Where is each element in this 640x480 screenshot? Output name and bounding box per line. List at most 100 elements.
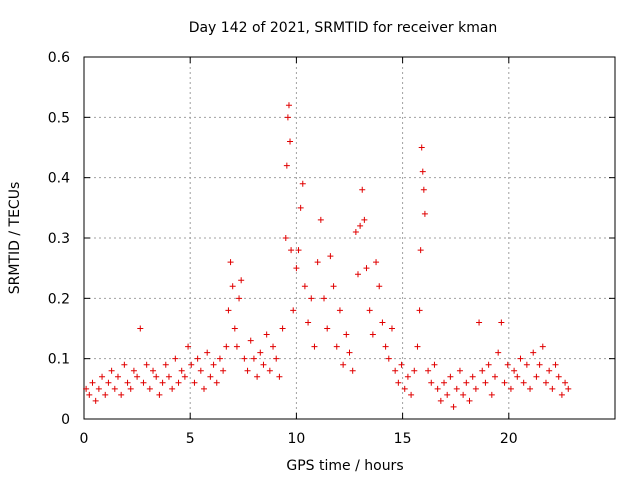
data-point <box>220 367 227 374</box>
data-point <box>191 379 198 386</box>
grid-lines <box>84 57 615 419</box>
data-point <box>181 373 188 380</box>
data-point <box>213 379 220 386</box>
data-point <box>552 361 559 368</box>
data-point <box>414 343 421 350</box>
data-point <box>273 355 280 362</box>
data-point <box>411 367 418 374</box>
data-point <box>398 361 405 368</box>
data-point <box>92 397 99 404</box>
data-point <box>178 367 185 374</box>
data-point <box>428 379 435 386</box>
data-point <box>453 385 460 392</box>
data-point <box>137 325 144 332</box>
data-point <box>105 379 112 386</box>
data-point <box>357 222 364 229</box>
data-point <box>225 307 232 314</box>
data-point <box>562 379 569 386</box>
data-point <box>420 186 427 193</box>
data-point <box>327 253 334 260</box>
data-point <box>366 307 373 314</box>
x-tick-label: 10 <box>287 431 305 447</box>
data-point <box>340 361 347 368</box>
data-point <box>185 343 192 350</box>
data-point <box>444 391 451 398</box>
data-point <box>111 385 118 392</box>
data-point <box>188 361 195 368</box>
data-point <box>346 349 353 356</box>
data-point <box>447 373 454 380</box>
data-point <box>463 379 470 386</box>
data-point <box>140 379 147 386</box>
data-point <box>527 385 534 392</box>
y-tick-label: 0.4 <box>48 171 70 187</box>
data-point <box>204 349 211 356</box>
data-point <box>114 373 121 380</box>
data-point <box>308 295 315 302</box>
data-point <box>194 355 201 362</box>
data-point <box>437 397 444 404</box>
data-point <box>229 283 236 290</box>
data-point <box>376 283 383 290</box>
data-point <box>359 186 366 193</box>
x-tick-label: 5 <box>186 431 195 447</box>
data-point <box>197 367 204 374</box>
y-axis-label: SRMTID / TECUs <box>7 182 23 295</box>
data-point <box>102 391 109 398</box>
data-point <box>460 391 467 398</box>
data-point <box>488 391 495 398</box>
data-point <box>293 265 300 272</box>
data-point <box>159 379 166 386</box>
data-point <box>352 228 359 235</box>
data-point <box>421 210 428 217</box>
data-point <box>297 204 304 211</box>
data-point <box>231 325 238 332</box>
data-point <box>419 168 426 175</box>
data-point <box>130 367 137 374</box>
data-point <box>434 385 441 392</box>
data-point <box>150 367 157 374</box>
x-tick-label: 0 <box>80 431 89 447</box>
data-point <box>417 247 424 254</box>
data-point <box>542 379 549 386</box>
data-point <box>263 331 270 338</box>
data-point <box>441 379 448 386</box>
data-point <box>536 361 543 368</box>
data-point <box>127 385 134 392</box>
data-point <box>482 379 489 386</box>
data-point <box>108 367 115 374</box>
data-point <box>476 319 483 326</box>
data-point <box>284 114 291 121</box>
data-point <box>388 325 395 332</box>
data-point <box>165 373 172 380</box>
data-point <box>290 307 297 314</box>
data-point <box>336 307 343 314</box>
data-point <box>523 361 530 368</box>
data-point <box>153 373 160 380</box>
data-point <box>466 397 473 404</box>
data-point <box>99 373 106 380</box>
data-point <box>373 259 380 266</box>
data-point <box>95 385 102 392</box>
data-point <box>533 373 540 380</box>
data-point <box>382 343 389 350</box>
data-point <box>491 373 498 380</box>
data-point <box>83 385 90 392</box>
y-tick-label: 0.6 <box>48 50 70 66</box>
data-point <box>431 361 438 368</box>
data-point <box>504 361 511 368</box>
x-tick-label: 20 <box>500 431 518 447</box>
data-point <box>233 343 240 350</box>
y-tick-label: 0 <box>61 412 70 428</box>
data-point <box>472 385 479 392</box>
data-point <box>469 373 476 380</box>
data-point <box>207 373 214 380</box>
data-point <box>379 319 386 326</box>
data-point <box>392 367 399 374</box>
data-point <box>520 379 527 386</box>
data-point <box>311 343 318 350</box>
data-point <box>498 319 505 326</box>
data-point <box>143 361 150 368</box>
data-point <box>301 283 308 290</box>
data-point <box>250 355 257 362</box>
